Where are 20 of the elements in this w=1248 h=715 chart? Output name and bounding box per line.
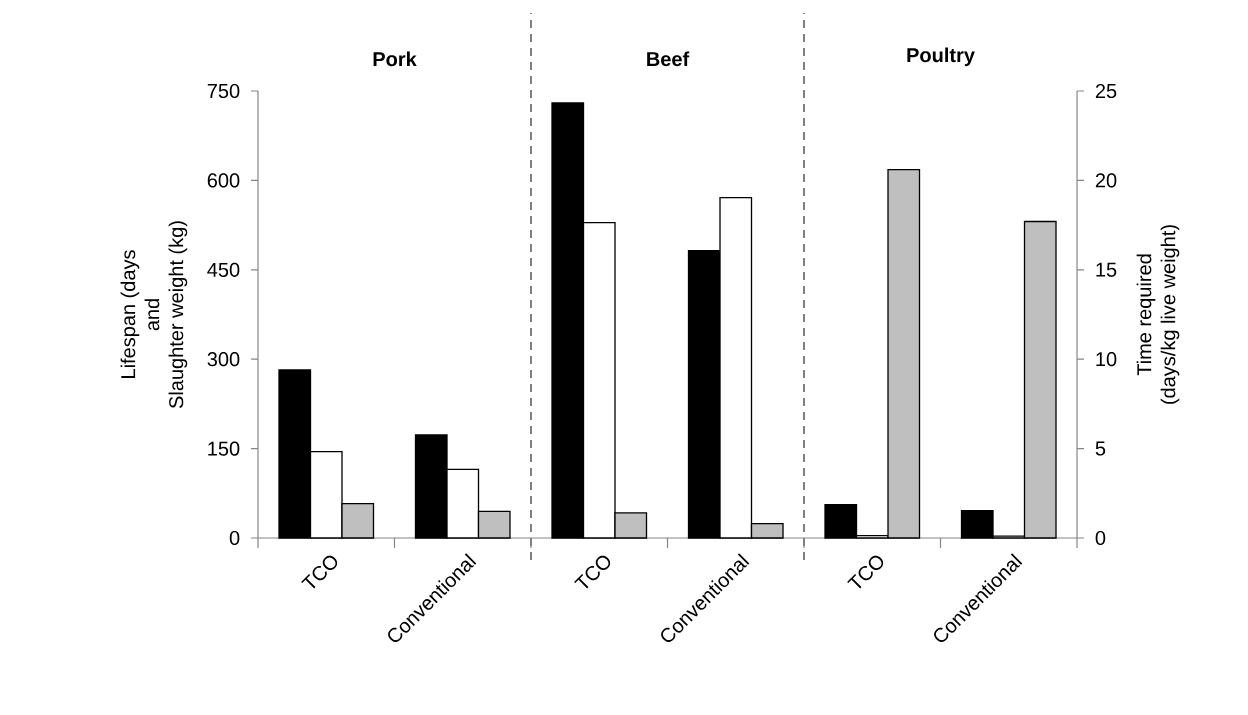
y2-tick-label: 20 [1095, 173, 1117, 188]
x-tick-label: TCO [574, 555, 611, 589]
y-tick-label: 750 [207, 83, 240, 99]
y2-tick-label: 15 [1096, 262, 1117, 277]
text: Beef [647, 51, 690, 67]
y2-tick-label: 10 [1096, 352, 1117, 367]
y-tick-label: 300 [207, 352, 240, 367]
y2-tick-label: 0 [1095, 530, 1106, 546]
y2-tick-label: 25 [1095, 83, 1117, 99]
y-axis-title: Lifespan (days and Slaughter weight (kg) [120, 221, 188, 409]
y2-tick-label: 5 [1095, 441, 1106, 456]
x-tick-label: TCO [847, 555, 884, 589]
y2-axis-title: Time required (days/kg live weight) [1136, 225, 1180, 404]
y-tick-label: 150 [208, 441, 240, 456]
y-tick-label: 450 [207, 262, 240, 277]
x-tick-label: TCO [301, 555, 338, 589]
text: Poultry [907, 47, 975, 67]
y-tick-label: 600 [207, 173, 240, 188]
text: Pork [373, 51, 417, 67]
y-tick-label: 0 [229, 530, 240, 546]
